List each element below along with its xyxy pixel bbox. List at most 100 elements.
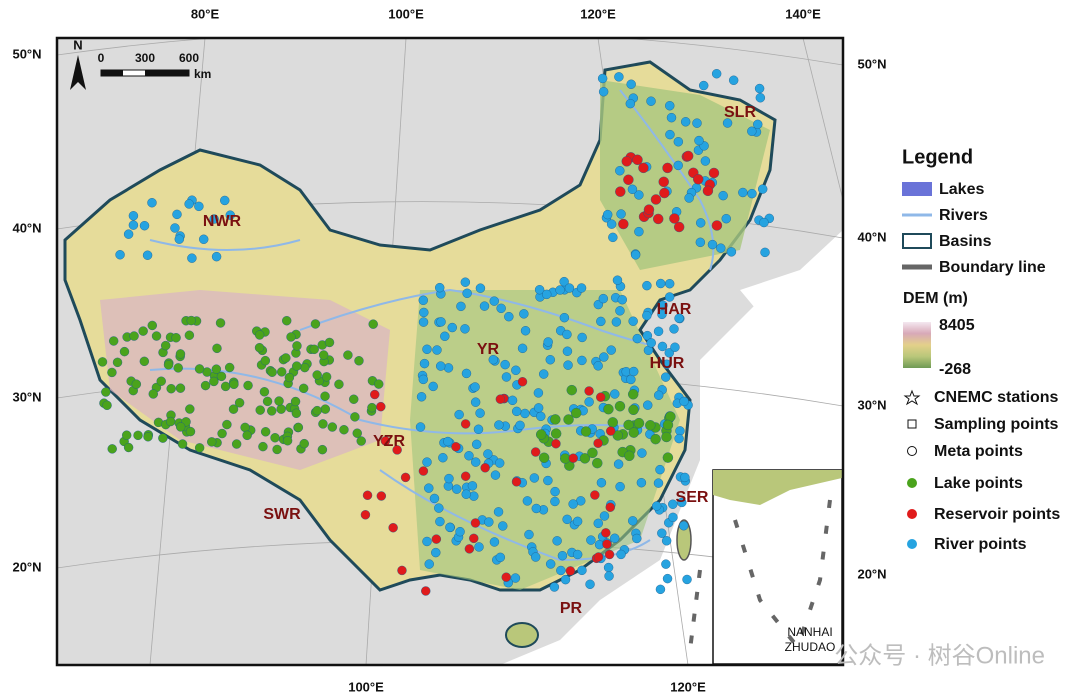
sample-point xyxy=(282,316,292,326)
sample-point xyxy=(194,201,204,212)
sample-point xyxy=(634,190,644,200)
sample-point xyxy=(593,438,603,448)
sample-point xyxy=(610,533,620,543)
sample-point xyxy=(673,221,685,233)
sample-point xyxy=(593,552,604,562)
sample-point xyxy=(661,431,672,443)
sample-point xyxy=(267,406,277,416)
sample-point xyxy=(559,276,569,287)
sample-point xyxy=(494,458,505,468)
sample-point xyxy=(674,433,684,444)
sample-point xyxy=(139,220,150,231)
sample-point xyxy=(259,387,270,397)
sample-point xyxy=(551,439,561,449)
sample-point xyxy=(599,352,609,362)
sample-point xyxy=(610,389,620,399)
sample-point xyxy=(185,404,195,414)
sample-point xyxy=(286,332,296,342)
sample-point xyxy=(542,289,552,300)
sample-point xyxy=(566,384,577,396)
sample-point xyxy=(711,69,722,79)
sample-point xyxy=(564,283,575,293)
sample-point xyxy=(460,471,471,481)
sample-point xyxy=(160,340,171,351)
sample-point xyxy=(511,365,521,375)
sample-point xyxy=(673,137,684,147)
sample-point xyxy=(421,586,431,596)
sample-point xyxy=(312,405,322,416)
sample-point xyxy=(711,220,723,231)
sample-point xyxy=(520,326,531,336)
sample-point xyxy=(596,392,606,402)
legend-swatch xyxy=(907,419,917,429)
basin-label: YZR xyxy=(373,433,405,450)
sample-point xyxy=(632,533,642,544)
legend-swatch xyxy=(907,539,917,549)
basin-label: PR xyxy=(560,600,583,617)
sample-point xyxy=(429,493,440,504)
sample-point xyxy=(599,511,610,521)
sample-point xyxy=(243,380,253,391)
sample-point xyxy=(747,188,757,199)
sample-point xyxy=(489,537,500,547)
north-arrow-label: N xyxy=(73,37,82,52)
lat-label: 30°N xyxy=(12,389,41,404)
sample-point xyxy=(456,301,466,312)
sample-point xyxy=(143,432,153,442)
legend-swatch xyxy=(902,182,932,196)
sample-point xyxy=(310,319,321,329)
sample-point xyxy=(655,464,665,475)
sample-point xyxy=(760,247,770,258)
sample-point xyxy=(418,317,429,327)
sample-point xyxy=(299,438,309,449)
sample-point xyxy=(664,348,674,358)
sample-point xyxy=(460,277,471,287)
sample-point xyxy=(661,372,671,382)
sample-point xyxy=(618,218,629,230)
sample-point xyxy=(276,404,286,414)
sample-point xyxy=(552,536,562,546)
lat-label: 40°N xyxy=(12,220,41,235)
sample-point xyxy=(334,379,344,389)
sample-point xyxy=(224,362,235,373)
sample-point xyxy=(443,363,454,373)
sample-point xyxy=(615,306,625,316)
basin-label: SER xyxy=(676,489,709,506)
sample-point xyxy=(530,552,541,562)
sample-point xyxy=(312,370,322,380)
sample-point xyxy=(613,459,624,469)
sample-point xyxy=(576,283,587,293)
sample-point xyxy=(324,337,335,348)
sample-point xyxy=(655,278,666,289)
sample-point xyxy=(662,419,674,431)
sample-point xyxy=(628,427,639,438)
sample-point xyxy=(464,451,474,461)
sample-point xyxy=(350,412,360,422)
sample-point xyxy=(320,391,330,401)
sample-point xyxy=(419,307,429,318)
sample-point xyxy=(693,174,704,185)
sample-point xyxy=(121,430,132,440)
sample-point xyxy=(108,336,119,346)
sample-point xyxy=(550,486,560,497)
sample-point xyxy=(522,496,533,506)
sample-point xyxy=(534,285,545,295)
sample-point xyxy=(702,185,714,197)
sample-point xyxy=(707,239,718,250)
sample-point xyxy=(451,442,461,452)
sample-point xyxy=(668,499,678,509)
sample-point xyxy=(621,156,632,167)
sample-point xyxy=(187,253,197,263)
sample-point xyxy=(318,350,329,360)
sample-point xyxy=(615,186,626,197)
sample-point xyxy=(428,381,438,392)
sample-point xyxy=(596,478,607,488)
sample-point xyxy=(755,93,766,103)
sample-point xyxy=(360,510,371,520)
sample-point xyxy=(614,401,626,412)
sample-point xyxy=(662,359,672,369)
sample-point xyxy=(616,549,626,560)
sample-point xyxy=(654,390,664,400)
sample-point xyxy=(602,539,612,549)
sample-point xyxy=(460,419,471,429)
